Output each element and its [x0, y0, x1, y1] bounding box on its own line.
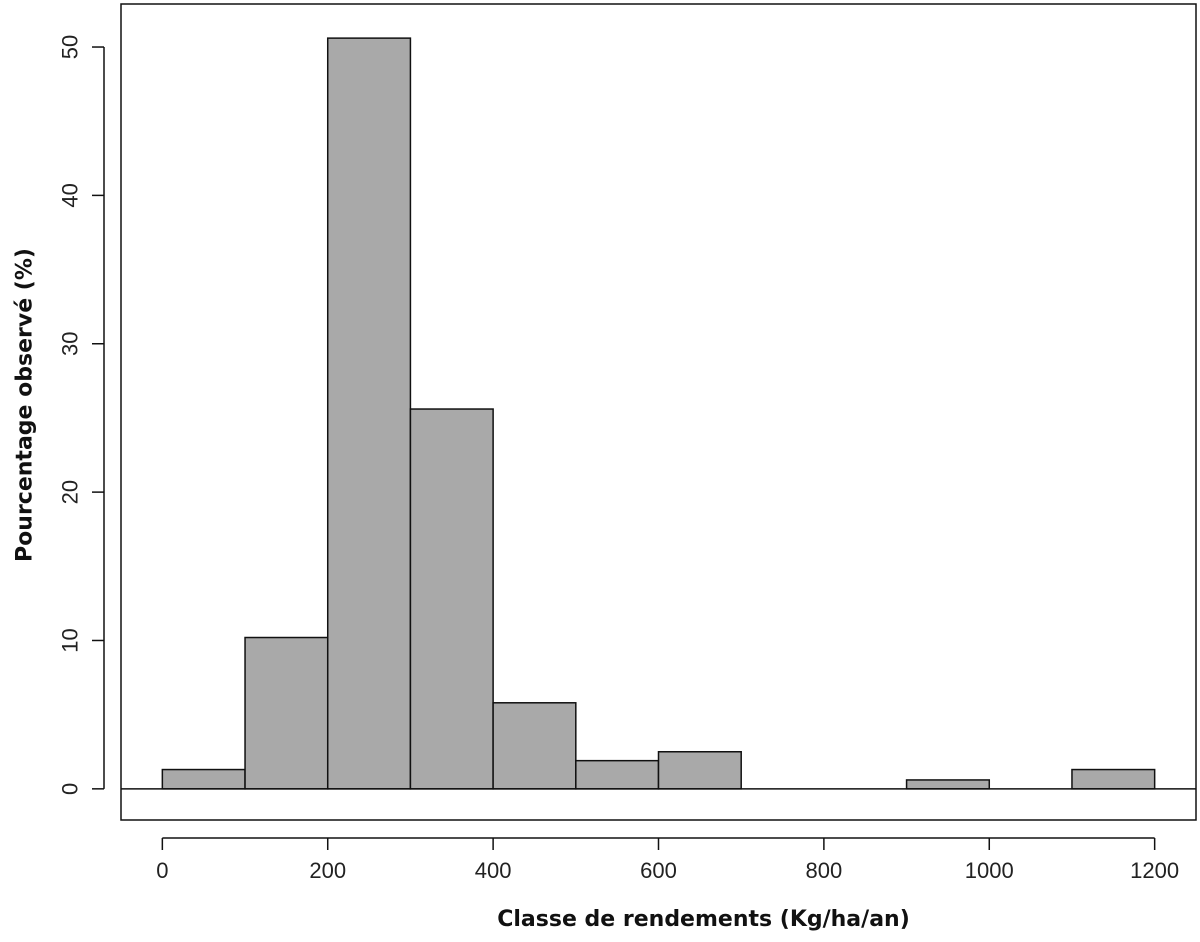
x-axis-title: Classe de rendements (Kg/ha/an): [497, 907, 910, 932]
histogram-bar-1100-1200: [1071, 768, 1156, 790]
x-tick-label: 200: [309, 858, 346, 883]
y-tick-label: 30: [58, 332, 83, 356]
y-tick-label: 40: [58, 183, 83, 207]
y-axis: 0 10 20 30 40 50: [58, 35, 105, 795]
y-tick-label: 10: [58, 628, 83, 652]
histogram-bar-300-400: [409, 408, 494, 790]
x-tick-label: 0: [156, 858, 168, 883]
y-tick-label: 20: [58, 480, 83, 504]
histogram-bar-500-600: [575, 759, 660, 790]
x-tick-label: 1200: [1130, 858, 1179, 883]
histogram-bar-600-700: [657, 751, 742, 790]
x-tick-label: 1000: [965, 858, 1014, 883]
bars-layer: [161, 37, 1156, 790]
x-tick-label: 600: [640, 858, 677, 883]
y-tick-label: 50: [58, 35, 83, 59]
histogram-bar-400-500: [492, 702, 577, 790]
plot-frame: [120, 3, 1197, 821]
histogram-bar-100-200: [244, 636, 329, 790]
x-tick-label: 800: [806, 858, 843, 883]
x-tick-label: 400: [475, 858, 512, 883]
x-axis: 0 200 400 600 800 1000 1200: [156, 837, 1179, 883]
y-axis-title: Pourcentage observé (%): [13, 248, 38, 562]
histogram-bar-900-1000: [905, 779, 991, 790]
histogram-bar-0-100: [161, 768, 246, 790]
histogram-bar-200-300: [326, 37, 412, 790]
y-tick-label: 0: [58, 783, 83, 795]
